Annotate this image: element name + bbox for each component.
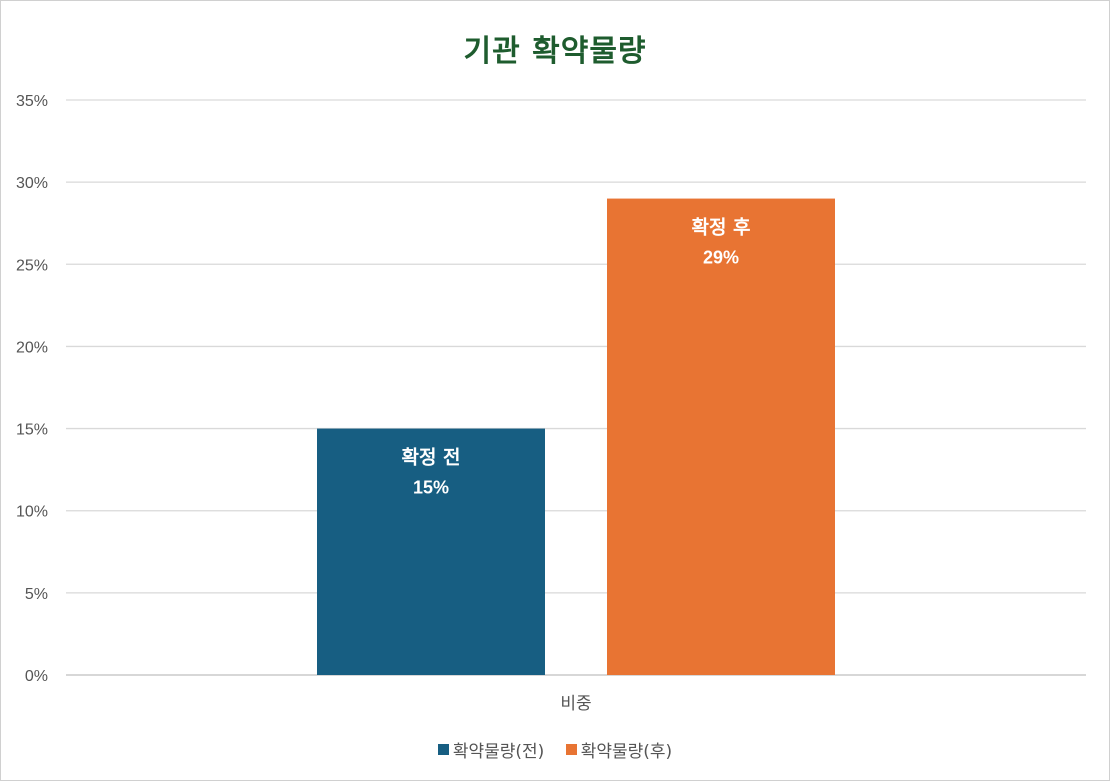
y-tick-label: 35% <box>16 93 48 110</box>
legend-item-after: 확약물량(후) <box>565 737 673 762</box>
bar <box>317 428 545 675</box>
y-tick-label: 20% <box>16 339 48 356</box>
bar-data-label-name: 확정 후 <box>691 216 750 239</box>
chart-title: 기관 확약물량 <box>463 34 647 69</box>
y-tick-label: 30% <box>16 175 48 192</box>
legend-item-before: 확약물량(전) <box>437 737 545 762</box>
y-tick-label: 0% <box>25 668 48 685</box>
bar <box>607 198 835 676</box>
legend-swatch-before <box>437 744 449 755</box>
bar-data-label-value: 29% <box>703 248 739 268</box>
y-tick-label: 25% <box>16 257 48 274</box>
bar-data-label-name: 확정 전 <box>401 446 460 469</box>
legend: 확약물량(전) 확약물량(후) <box>0 737 1110 762</box>
legend-label-after: 확약물량(후) <box>580 742 673 762</box>
x-category-label: 비중 <box>560 694 591 714</box>
y-tick-label: 10% <box>16 504 48 521</box>
y-tick-label: 15% <box>16 422 48 439</box>
legend-swatch-after <box>565 744 577 755</box>
y-tick-label: 5% <box>25 586 48 603</box>
legend-label-before: 확약물량(전) <box>452 742 545 762</box>
bar-data-label-value: 15% <box>413 478 449 498</box>
